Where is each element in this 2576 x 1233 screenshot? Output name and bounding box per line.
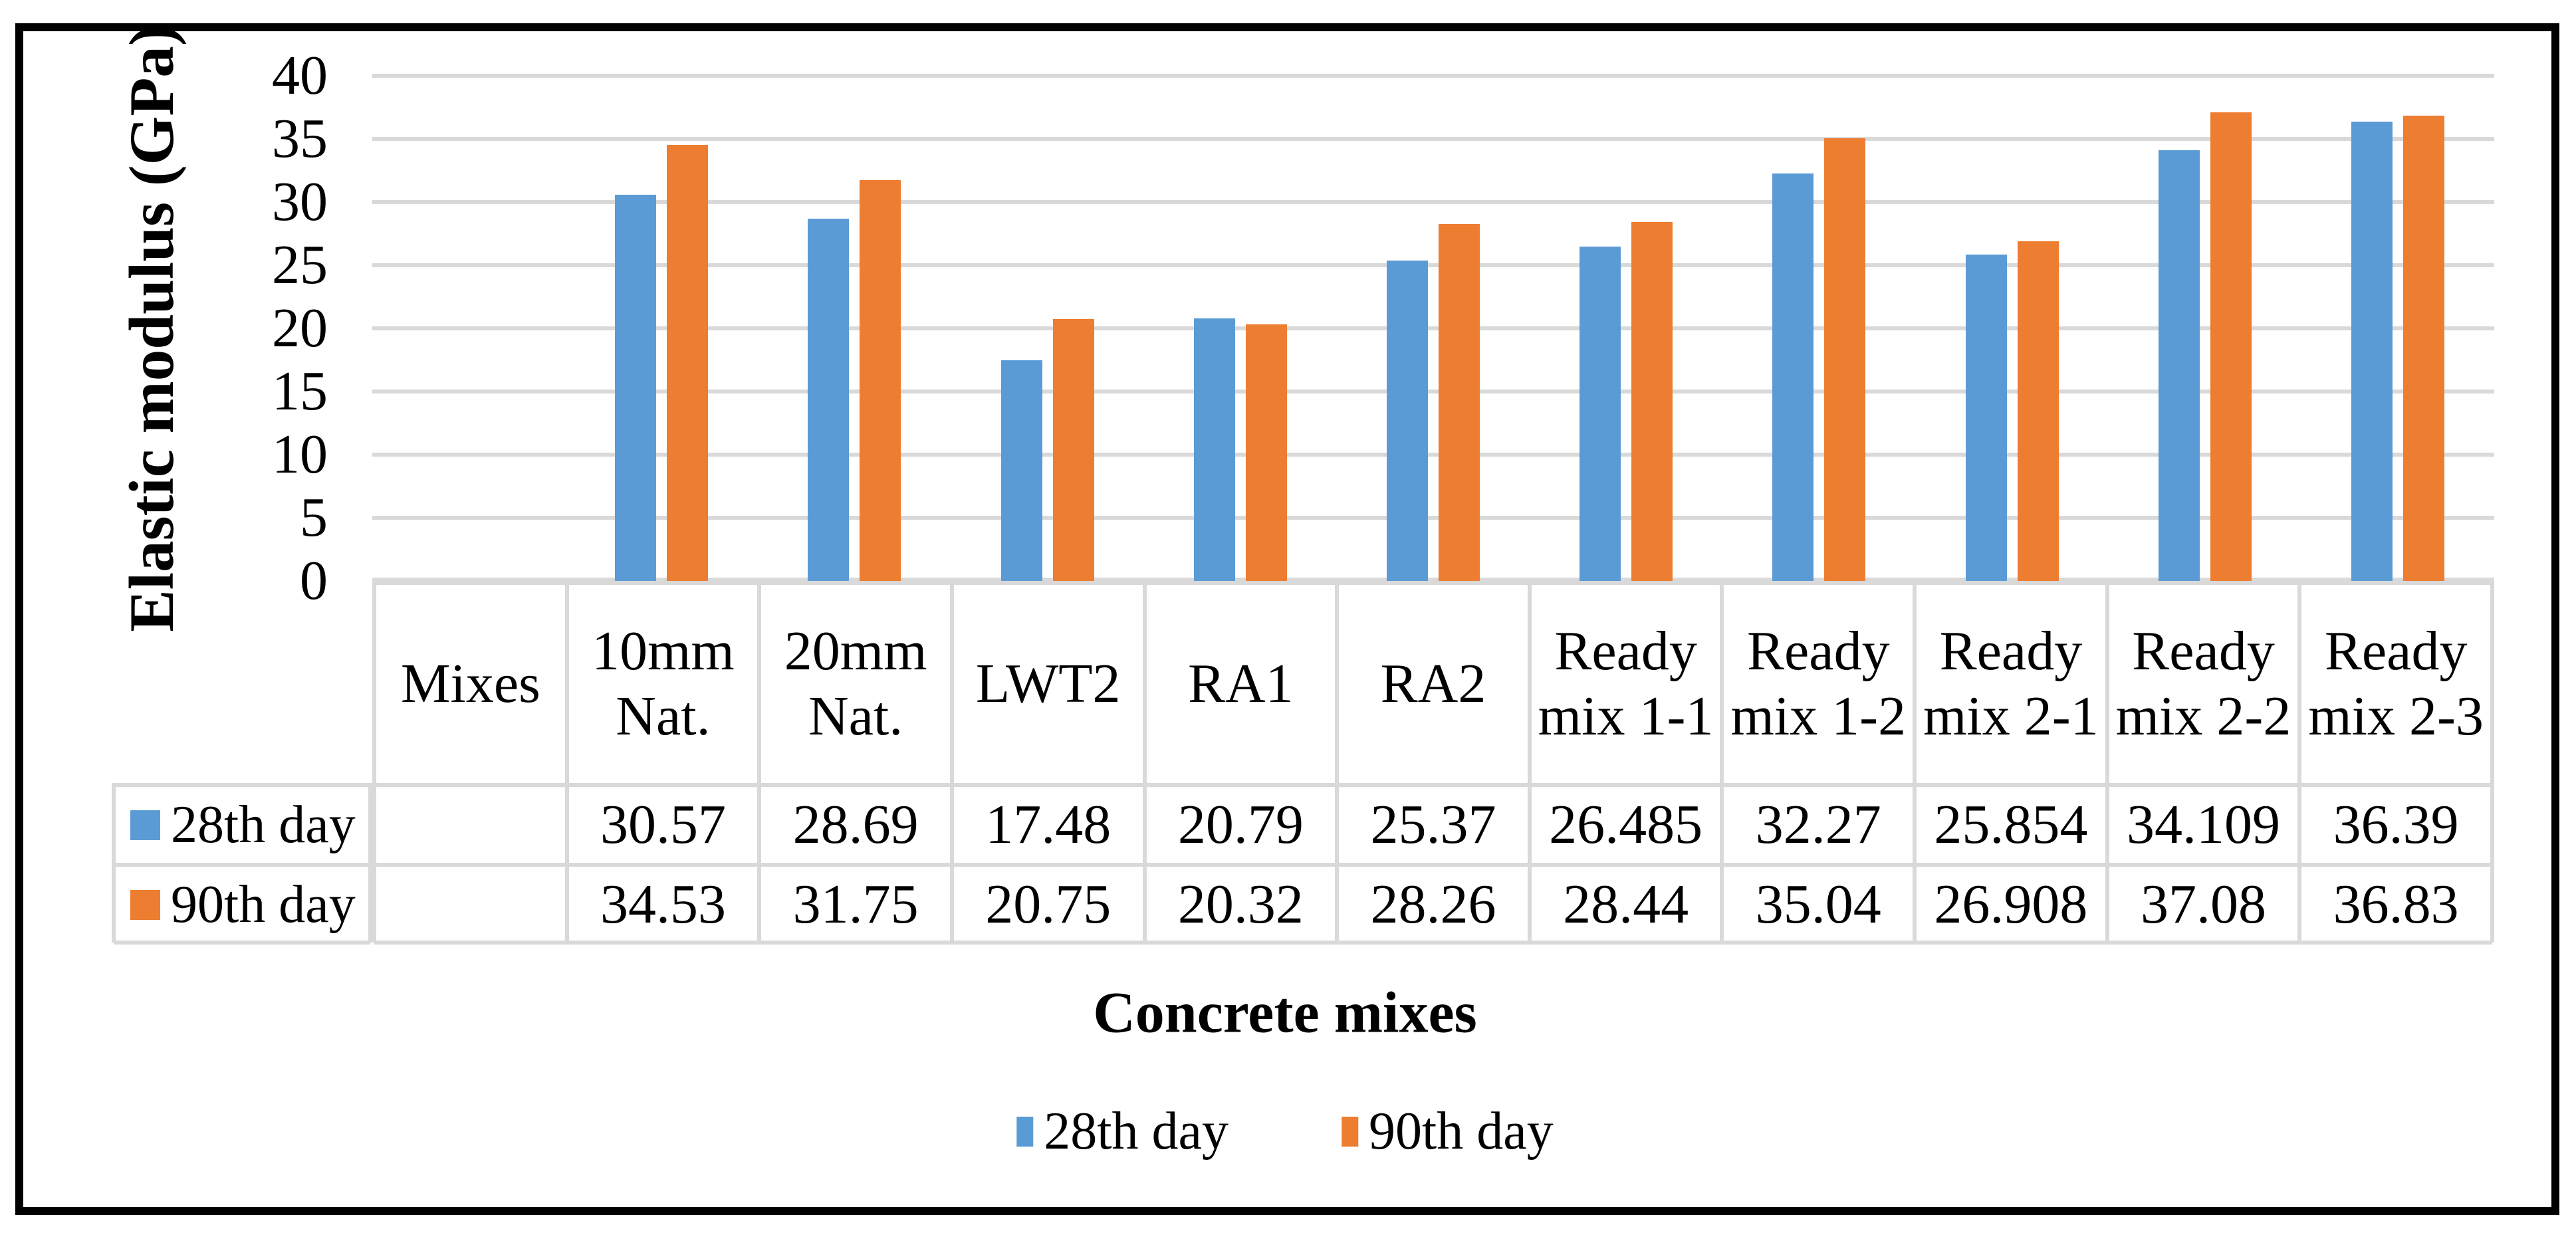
table-value-cell-28th-day-3: 17.48	[951, 785, 1145, 865]
bar-28th-day-20mm-nat	[808, 218, 850, 581]
y-axis-tick-label: 35	[272, 108, 328, 169]
table-value-cell-28th-day-5: 25.37	[1337, 785, 1530, 865]
gridline	[372, 263, 2494, 267]
legend-key-swatch	[130, 889, 160, 920]
bar-90th-day-ra2	[1439, 224, 1480, 581]
bar-28th-day-ready-mix-2-1	[1965, 254, 2007, 581]
table-value-cell-90th-day-10: 36.83	[2299, 865, 2492, 945]
table-value-cell-90th-day-3: 20.75	[951, 865, 1145, 945]
table-value-cell-28th-day-9: 34.109	[2107, 785, 2300, 865]
table-header-cell-ready-mix-1-1: Ready mix 1-1	[1529, 583, 1722, 785]
table-header-cell-ra2: RA2	[1337, 583, 1530, 785]
y-axis-tick-label: 10	[272, 423, 328, 485]
table-value-cell-90th-day-mixes	[374, 865, 567, 945]
table-value-cell-90th-day-5: 28.26	[1337, 865, 1530, 945]
table-value-cell-28th-day-6: 26.485	[1529, 785, 1722, 865]
bar-28th-day-ready-mix-1-2	[1772, 173, 1814, 581]
x-axis-title: Concrete mixes	[1093, 980, 1477, 1046]
bar-28th-day-lwt2	[1000, 360, 1042, 581]
gridline	[372, 453, 2494, 457]
legend: 28th day 90th day	[1016, 1105, 1554, 1158]
bar-28th-day-ra2	[1387, 260, 1428, 581]
table-value-cell-90th-day-1: 34.53	[566, 865, 760, 945]
y-axis-tick-label: 40	[272, 45, 328, 106]
table-value-cell-90th-day-7: 35.04	[1722, 865, 1915, 945]
bar-90th-day-10mm-nat	[667, 144, 709, 581]
bar-90th-day-lwt2	[1052, 318, 1094, 581]
gridline	[372, 200, 2494, 204]
table-value-cell-28th-day-2: 28.69	[759, 785, 952, 865]
legend-item-label: 90th day	[1369, 1102, 1554, 1161]
bar-90th-day-ready-mix-2-2	[2210, 112, 2252, 581]
legend-item-label: 28th day	[1044, 1102, 1229, 1161]
data-table: Mixes 10mm Nat. 20mm Nat. LWT2 RA1 RA2 Ready m…	[372, 581, 2494, 945]
table-value-cell-90th-day-9: 37.08	[2107, 865, 2300, 945]
y-axis-tick-label: 20	[272, 297, 328, 359]
table-value-cell-28th-day-1: 30.57	[566, 785, 760, 865]
bar-90th-day-ready-mix-2-3	[2402, 116, 2444, 581]
table-value-cell-90th-day-4: 20.32	[1144, 865, 1338, 945]
bar-90th-day-ready-mix-2-1	[2017, 241, 2059, 581]
gridline	[372, 74, 2494, 78]
bar-28th-day-ready-mix-2-3	[2351, 121, 2393, 581]
table-header-cell-lwt2: LWT2	[951, 583, 1145, 785]
table-value-cell-90th-day-2: 31.75	[759, 865, 952, 945]
table-value-cell-28th-day-7: 32.27	[1722, 785, 1915, 865]
table-header-cell-ready-mix-1-2: Ready mix 1-2	[1722, 583, 1915, 785]
table-value-cell-90th-day-8: 26.908	[1915, 865, 2107, 945]
table-header-cell-ready-mix-2-1: Ready mix 2-1	[1915, 583, 2107, 785]
table-value-cell-28th-day-mixes	[374, 785, 567, 865]
y-axis-tick-label: 25	[272, 234, 328, 296]
table-value-cell-28th-day-4: 20.79	[1144, 785, 1338, 865]
gridline	[372, 516, 2494, 520]
y-axis-tick-label: 15	[272, 360, 328, 422]
bar-28th-day-ready-mix-2-2	[2158, 150, 2200, 581]
legend-key-swatch	[1016, 1116, 1034, 1147]
gridline	[372, 137, 2494, 141]
bar-28th-day-10mm-nat	[615, 195, 657, 581]
table-row-label-text: 28th day	[171, 795, 356, 854]
gridline	[372, 390, 2494, 393]
table-row-label-28th-day: 28th day	[114, 785, 370, 865]
bar-90th-day-ready-mix-1-2	[1824, 138, 1866, 581]
table-value-cell-90th-day-6: 28.44	[1529, 865, 1722, 945]
table-header-cell-10mm-nat: 10mm Nat.	[566, 583, 760, 785]
data-table-row-labels: 28th day 90th day	[112, 783, 372, 945]
legend-key-swatch	[130, 810, 160, 840]
bar-90th-day-20mm-nat	[860, 179, 901, 581]
bar-28th-day-ra1	[1193, 318, 1235, 581]
table-row-label-90th-day: 90th day	[114, 865, 370, 945]
table-header-cell-mixes: Mixes	[374, 583, 567, 785]
y-axis-tick-label: 0	[300, 550, 328, 612]
bar-90th-day-ready-mix-1-1	[1631, 221, 1673, 581]
table-header-cell-ready-mix-2-3: Ready mix 2-3	[2299, 583, 2492, 785]
table-header-cell-ready-mix-2-2: Ready mix 2-2	[2107, 583, 2300, 785]
bar-90th-day-ra1	[1245, 324, 1287, 581]
table-row-label-text: 90th day	[171, 875, 356, 934]
table-value-cell-28th-day-10: 36.39	[2299, 785, 2492, 865]
legend-item-90th-day: 90th day	[1342, 1105, 1554, 1158]
table-header-cell-20mm-nat: 20mm Nat.	[759, 583, 952, 785]
y-axis-tick-label: 30	[272, 171, 328, 233]
gridline	[372, 326, 2494, 330]
table-header-cell-ra1: RA1	[1144, 583, 1338, 785]
table-value-cell-28th-day-8: 25.854	[1915, 785, 2107, 865]
y-axis-tick-label: 5	[300, 487, 328, 548]
legend-key-swatch	[1342, 1116, 1358, 1147]
bar-28th-day-ready-mix-1-1	[1580, 246, 1621, 581]
legend-item-28th-day: 28th day	[1016, 1105, 1229, 1158]
